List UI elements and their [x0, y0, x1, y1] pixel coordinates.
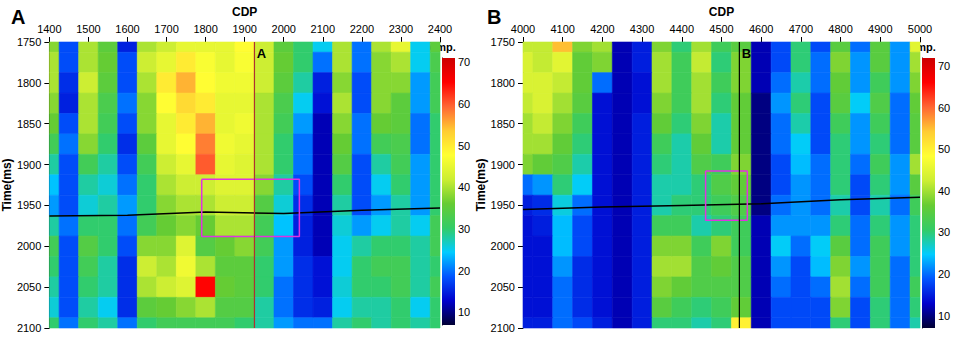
svg-text:2100: 2100: [311, 23, 335, 35]
svg-text:1800: 1800: [193, 23, 217, 35]
svg-text:2050: 2050: [491, 281, 515, 293]
svg-text:10: 10: [938, 310, 950, 322]
svg-text:1900: 1900: [232, 23, 256, 35]
svg-text:1800: 1800: [491, 77, 515, 89]
svg-text:70: 70: [938, 60, 950, 72]
svg-text:1850: 1850: [17, 118, 41, 130]
svg-text:4500: 4500: [709, 23, 733, 35]
svg-text:60: 60: [938, 102, 950, 114]
svg-text:2050: 2050: [17, 281, 41, 293]
svg-text:1700: 1700: [154, 23, 178, 35]
svg-text:30: 30: [458, 223, 470, 235]
svg-text:1400: 1400: [37, 23, 61, 35]
svg-text:2400: 2400: [428, 23, 452, 35]
svg-text:4400: 4400: [670, 23, 694, 35]
svg-text:2000: 2000: [17, 240, 41, 252]
svg-text:4100: 4100: [550, 23, 574, 35]
svg-text:1500: 1500: [76, 23, 100, 35]
svg-text:1750: 1750: [491, 36, 515, 48]
svg-text:4200: 4200: [590, 23, 614, 35]
svg-text:A: A: [257, 46, 267, 61]
svg-text:2000: 2000: [491, 240, 515, 252]
svg-text:1750: 1750: [17, 36, 41, 48]
svg-text:Amp.: Amp.: [908, 41, 936, 53]
svg-text:4600: 4600: [749, 23, 773, 35]
svg-text:2000: 2000: [272, 23, 296, 35]
svg-text:40: 40: [938, 185, 950, 197]
svg-text:Amp.: Amp.: [428, 41, 456, 53]
svg-text:CDP: CDP: [232, 5, 257, 19]
svg-text:20: 20: [938, 268, 950, 280]
svg-text:2100: 2100: [17, 322, 41, 334]
svg-text:4300: 4300: [630, 23, 654, 35]
svg-text:1800: 1800: [17, 77, 41, 89]
svg-text:20: 20: [458, 265, 470, 277]
svg-text:70: 70: [458, 56, 470, 68]
svg-text:10: 10: [458, 306, 470, 318]
svg-text:Time(ms): Time(ms): [0, 158, 14, 211]
svg-text:4900: 4900: [868, 23, 892, 35]
svg-text:4000: 4000: [511, 23, 535, 35]
svg-text:1600: 1600: [115, 23, 139, 35]
svg-text:2300: 2300: [389, 23, 413, 35]
svg-text:4700: 4700: [789, 23, 813, 35]
svg-text:1950: 1950: [17, 199, 41, 211]
svg-text:B: B: [487, 6, 501, 28]
svg-text:50: 50: [458, 140, 470, 152]
svg-text:Time(ms): Time(ms): [474, 158, 488, 211]
svg-text:40: 40: [458, 181, 470, 193]
svg-text:A: A: [11, 6, 25, 28]
svg-text:B: B: [742, 46, 751, 61]
svg-text:CDP: CDP: [709, 5, 734, 19]
svg-text:30: 30: [938, 226, 950, 238]
svg-text:60: 60: [458, 98, 470, 110]
svg-text:1900: 1900: [491, 159, 515, 171]
svg-text:50: 50: [938, 143, 950, 155]
svg-text:5000: 5000: [908, 23, 932, 35]
svg-text:2200: 2200: [350, 23, 374, 35]
svg-text:1850: 1850: [491, 118, 515, 130]
svg-text:1900: 1900: [17, 159, 41, 171]
svg-text:4800: 4800: [828, 23, 852, 35]
svg-text:1950: 1950: [491, 199, 515, 211]
svg-text:2100: 2100: [491, 322, 515, 334]
